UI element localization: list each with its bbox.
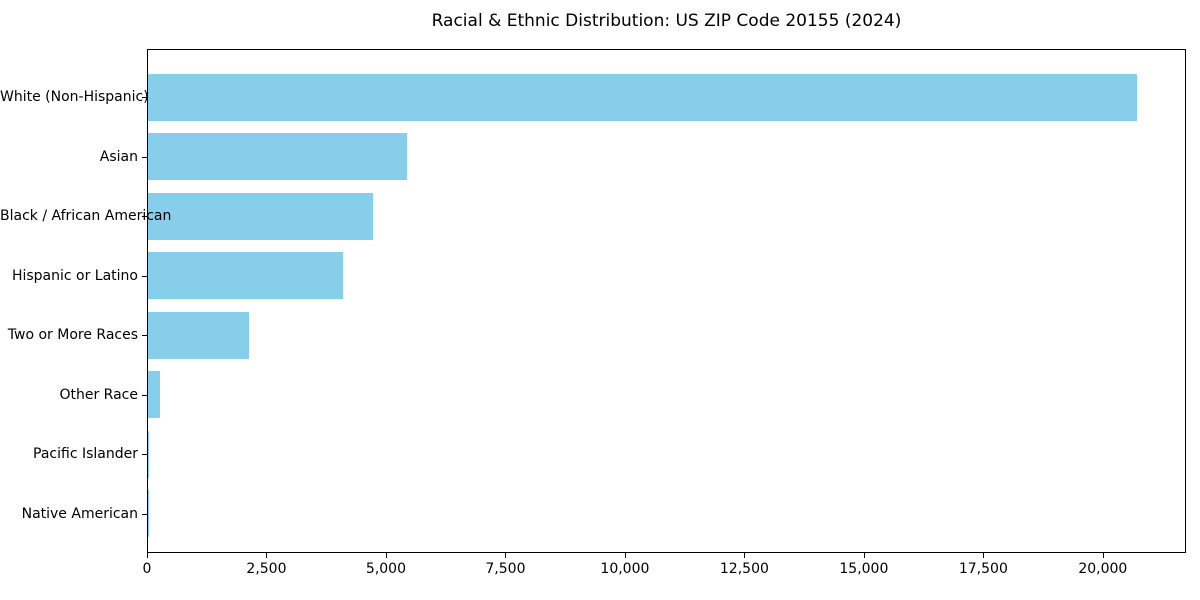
- y-tick-mark: [142, 394, 147, 396]
- bar-other-race: [148, 371, 161, 419]
- x-tick-label: 2,500: [246, 561, 287, 577]
- x-tick-mark: [1102, 553, 1104, 558]
- y-tick-mark: [142, 454, 147, 456]
- x-tick-label: 12,500: [719, 561, 769, 577]
- x-tick-mark: [147, 553, 148, 558]
- y-tick-label: Hispanic or Latino: [11, 267, 138, 284]
- bar-asian: [148, 133, 407, 181]
- x-tick-label: 20,000: [1078, 561, 1128, 577]
- x-tick-mark: [505, 553, 507, 558]
- x-tick-mark: [266, 553, 268, 558]
- y-tick-mark: [142, 97, 147, 98]
- y-tick-mark: [142, 275, 147, 277]
- y-tick-label: Black / African American: [0, 208, 172, 225]
- x-tick-mark: [983, 553, 985, 558]
- x-tick-label: 7,500: [485, 561, 526, 577]
- y-tick-label: Other Race: [59, 386, 138, 403]
- x-tick-mark: [624, 553, 626, 558]
- y-tick-label: Pacific Islander: [33, 446, 138, 463]
- y-tick-mark: [142, 513, 147, 515]
- y-tick-label: Two or More Races: [7, 327, 138, 344]
- y-tick-label: Asian: [99, 148, 138, 165]
- bar-hispanic-or-latino: [148, 252, 343, 300]
- bar-black-african-american: [148, 192, 374, 240]
- x-tick-label: 10,000: [600, 561, 650, 577]
- bar-pacific-islander: [148, 430, 150, 478]
- y-tick-label: White (Non-Hispanic): [0, 89, 149, 105]
- y-tick-mark: [142, 335, 147, 337]
- x-tick-label: 15,000: [839, 561, 889, 577]
- y-tick-mark: [142, 216, 147, 218]
- bar-white-non-hispanic: [148, 73, 1138, 121]
- x-tick-label: 5,000: [365, 561, 406, 577]
- x-tick-mark: [863, 553, 865, 558]
- y-tick-label: Native American: [21, 505, 138, 522]
- x-tick-label: 17,500: [958, 561, 1008, 577]
- y-tick-mark: [142, 156, 147, 158]
- plot-area: [147, 49, 1186, 553]
- x-tick-mark: [385, 553, 387, 558]
- chart-title: Racial & Ethnic Distribution: US ZIP Cod…: [431, 11, 902, 31]
- bar-two-or-more-races: [148, 311, 249, 359]
- x-tick-mark: [744, 553, 746, 558]
- x-tick-label: 0: [142, 561, 152, 577]
